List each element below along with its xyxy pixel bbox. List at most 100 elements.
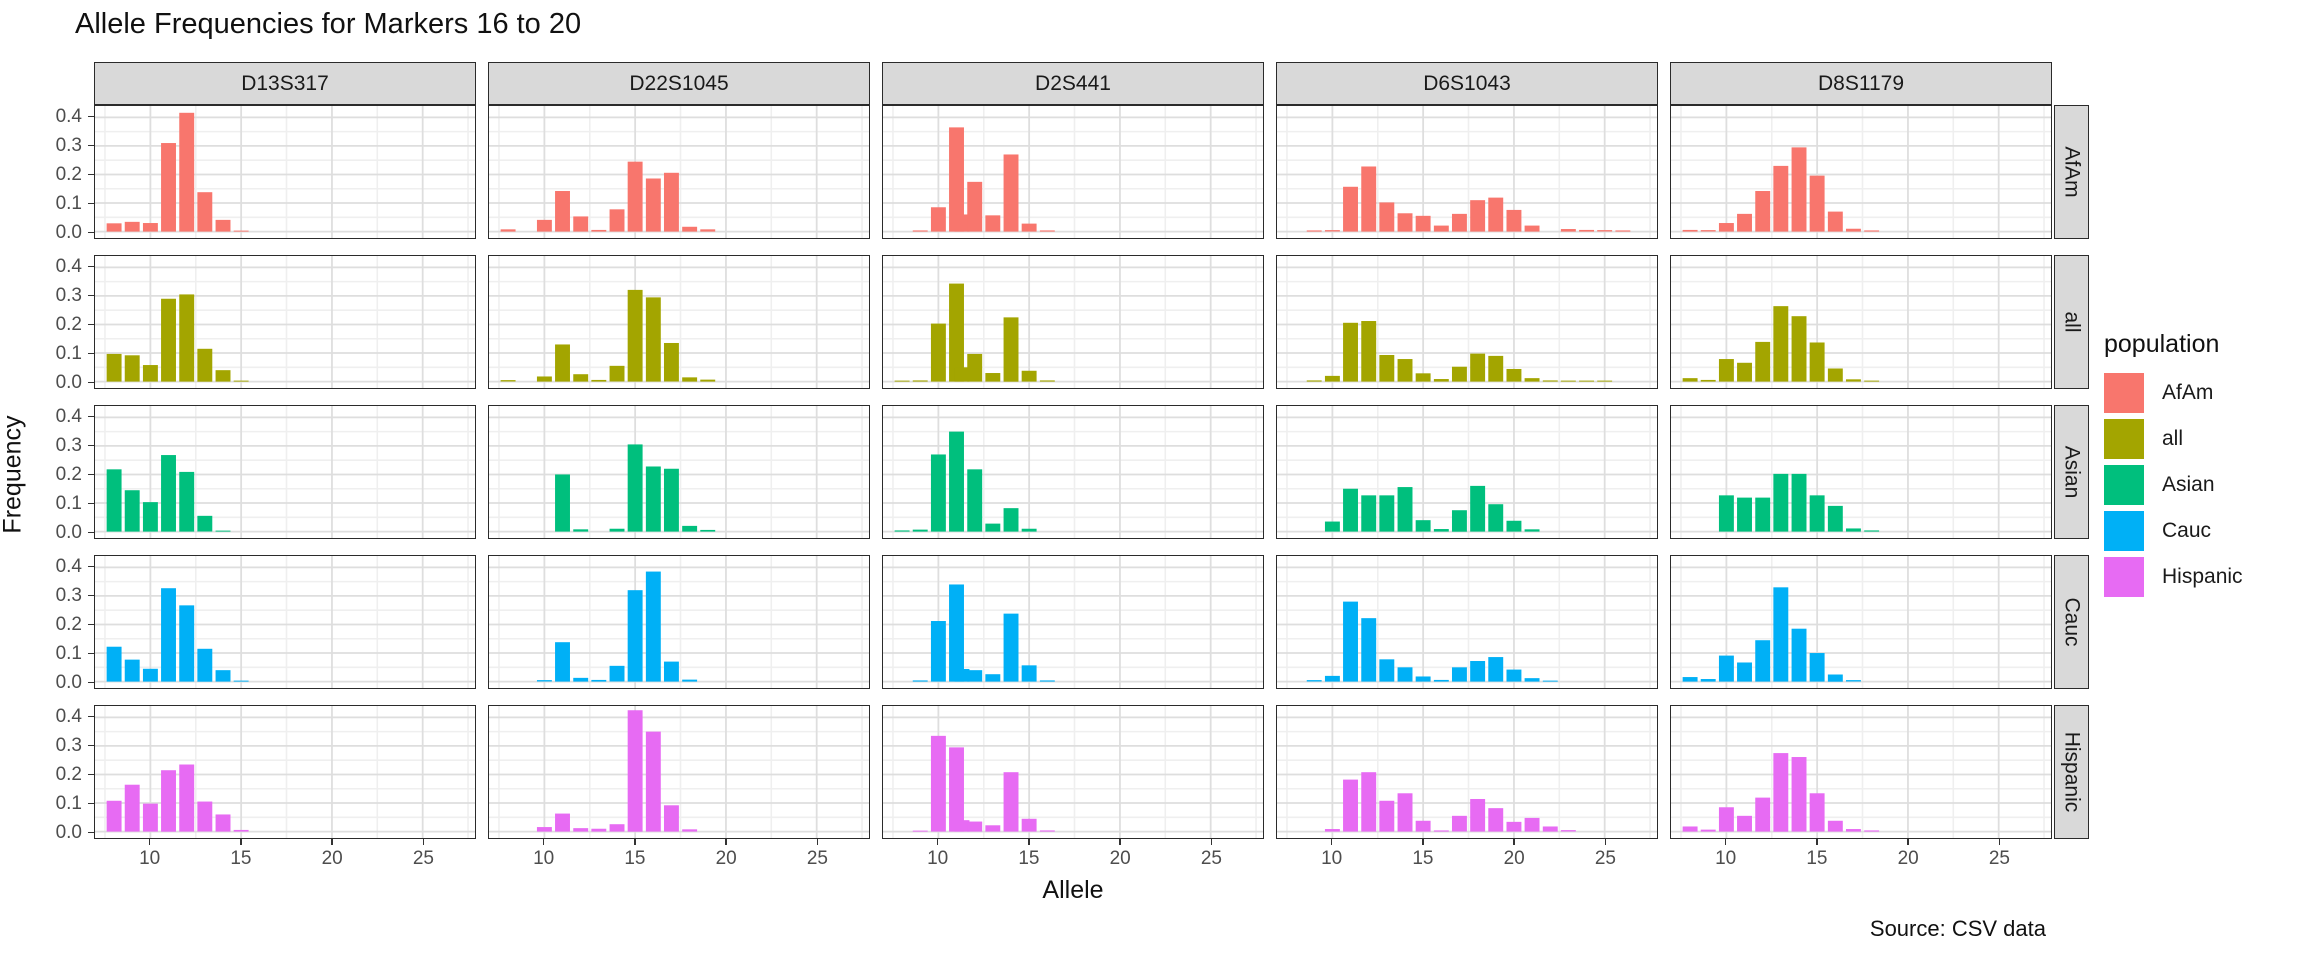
bar-D22S1045-Cauc-allele-17: [663, 661, 679, 682]
bar-D2S441-Cauc-allele-14: [1003, 613, 1019, 682]
x-tick-label: 10: [927, 848, 949, 869]
bar-D13S317-all-allele-12: [179, 294, 195, 382]
bar-D8S1179-Hispanic-allele-8: [1682, 826, 1698, 832]
bar-D22S1045-Asian-allele-19: [700, 529, 716, 532]
y-tick-label: 0.3: [55, 585, 82, 606]
x-tick-mark: [1119, 839, 1121, 845]
facet-panel-D22S1045-Hispanic: [488, 705, 870, 839]
x-tick-mark: [1724, 839, 1727, 845]
bar-D22S1045-Asian-allele-17: [663, 468, 679, 532]
facet-column-strip-D13S317: D13S317: [94, 62, 476, 105]
bar-D6S1043-AfAm-allele-17: [1451, 213, 1467, 232]
bar-D2S441-all-allele-12: [967, 353, 983, 382]
bar-D6S1043-Cauc-allele-20: [1506, 669, 1522, 682]
y-tick-label: 0.2: [55, 314, 82, 335]
bar-D22S1045-Cauc-allele-13: [591, 679, 607, 682]
bar-D22S1045-Hispanic-allele-15: [627, 710, 643, 832]
y-tick-mark: [88, 531, 94, 534]
bar-D8S1179-Asian-allele-17: [1845, 528, 1861, 532]
x-tick-mark: [542, 839, 545, 845]
bar-D13S317-Cauc-allele-11: [161, 588, 176, 682]
y-tick-mark: [88, 381, 94, 384]
x-tick-label: 20: [1109, 848, 1131, 869]
facet-panel-D13S317-AfAm: [94, 105, 476, 239]
bar-D6S1043-AfAm-allele-21: [1524, 225, 1540, 232]
x-tick-mark: [422, 839, 425, 845]
legend-swatch-AfAm: [2104, 373, 2144, 413]
bar-D6S1043-Asian-allele-13: [1379, 495, 1395, 532]
legend-entries: AfAm all Asian Cauc Hispanic: [2104, 373, 2243, 597]
x-tick-label: 25: [1594, 848, 1616, 869]
bar-D22S1045-all-allele-8: [500, 380, 516, 382]
bar-D8S1179-all-allele-11: [1737, 362, 1752, 382]
bar-D22S1045-AfAm-allele-13: [591, 229, 607, 232]
bar-D13S317-all-allele-15: [233, 380, 249, 382]
legend-entry-Hispanic: Hispanic: [2104, 557, 2243, 597]
y-tick-mark: [88, 502, 94, 505]
bar-D6S1043-all-allele-23: [1560, 380, 1576, 382]
bar-D2S441-AfAm-allele-14: [1003, 154, 1019, 232]
y-tick-label: 0.1: [55, 793, 82, 814]
bar-D2S441-all-allele-10: [930, 323, 946, 382]
bar-D22S1045-Asian-allele-18: [682, 525, 698, 532]
bar-D8S1179-all-allele-9: [1700, 379, 1716, 382]
bar-D13S317-AfAm-allele-9: [124, 221, 140, 232]
bar-D13S317-Hispanic-allele-14: [215, 814, 231, 832]
bar-D8S1179-Hispanic-allele-14: [1791, 757, 1807, 832]
bar-D6S1043-Asian-allele-19: [1488, 504, 1504, 532]
bar-D6S1043-Cauc-allele-12: [1361, 618, 1377, 682]
bar-D2S441-all-allele-9: [912, 380, 928, 382]
bar-D6S1043-Cauc-allele-11: [1343, 601, 1358, 682]
bar-D2S441-Asian-allele-10: [930, 454, 946, 532]
facet-column-strip-D22S1045: D22S1045: [488, 62, 870, 105]
bar-D22S1045-Hispanic-allele-13: [591, 828, 607, 832]
bar-D13S317-Hispanic-allele-10: [142, 803, 158, 832]
bar-D22S1045-Cauc-allele-18: [682, 679, 698, 682]
bar-D6S1043-Hispanic-allele-15: [1415, 820, 1431, 832]
bar-D22S1045-all-allele-18: [682, 377, 698, 382]
y-tick-label: 0.2: [55, 164, 82, 185]
x-tick-mark: [240, 839, 242, 845]
legend-swatch-Asian: [2104, 465, 2144, 505]
legend-entry-all: all: [2104, 419, 2243, 459]
bar-D2S441-Hispanic-allele-10: [930, 735, 946, 832]
bar-D8S1179-Asian-allele-18: [1864, 530, 1880, 532]
y-tick-mark: [88, 594, 94, 597]
bar-D13S317-AfAm-allele-10: [142, 223, 158, 232]
bar-D22S1045-Hispanic-allele-18: [682, 829, 698, 832]
bar-D6S1043-Hispanic-allele-16: [1433, 830, 1449, 832]
bar-D2S441-Cauc-allele-16: [1039, 680, 1055, 682]
bar-D6S1043-Asian-allele-15: [1415, 520, 1431, 532]
facet-panel-D22S1045-AfAm: [488, 105, 870, 239]
x-tick-label: 20: [715, 848, 737, 869]
bar-D8S1179-AfAm-allele-9: [1700, 230, 1716, 232]
bar-D22S1045-Cauc-allele-11: [555, 642, 570, 682]
bar-D22S1045-Cauc-allele-10: [536, 680, 552, 682]
bar-D8S1179-Hispanic-allele-15: [1809, 793, 1825, 832]
x-tick-label: 25: [412, 848, 434, 869]
bar-D6S1043-Hispanic-allele-11: [1343, 779, 1358, 832]
facet-panel-D22S1045-Asian: [488, 405, 870, 539]
y-tick-label: 0.0: [55, 222, 82, 243]
bar-D6S1043-all-allele-17: [1451, 366, 1467, 382]
y-tick-mark: [88, 202, 94, 205]
bar-D2S441-Asian-allele-9: [912, 529, 928, 532]
bar-D2S441-Cauc-allele-12: [967, 670, 983, 682]
y-tick-label: 0.1: [55, 493, 82, 514]
x-tick-label: 20: [1503, 848, 1525, 869]
bar-D8S1179-all-allele-13: [1773, 306, 1789, 382]
bar-D6S1043-Hispanic-allele-13: [1379, 800, 1395, 832]
y-tick-mark: [88, 415, 94, 418]
bar-D6S1043-all-allele-21: [1524, 378, 1540, 382]
y-tick-mark: [88, 231, 94, 234]
bar-D13S317-AfAm-allele-12: [179, 112, 195, 232]
y-tick-label: 0.3: [55, 735, 82, 756]
bar-D2S441-Asian-allele-8: [894, 530, 910, 532]
bar-D6S1043-Cauc-allele-14: [1397, 667, 1413, 682]
x-tick-mark: [1816, 839, 1818, 845]
y-tick-mark: [88, 623, 94, 626]
bar-D8S1179-Asian-allele-11: [1737, 497, 1752, 532]
x-tick-label: 15: [230, 848, 252, 869]
legend: population AfAm all Asian Cauc Hispanic: [2104, 330, 2243, 603]
bar-D8S1179-Hispanic-allele-16: [1827, 820, 1843, 832]
